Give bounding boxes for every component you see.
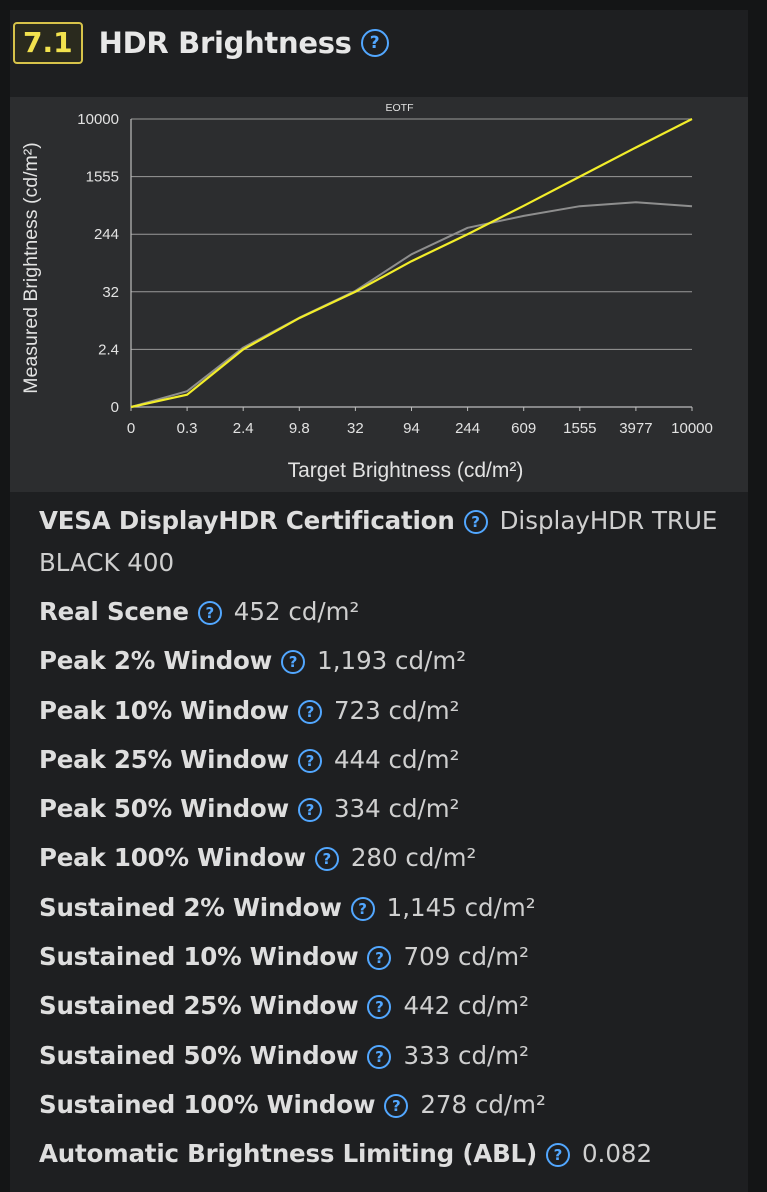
x-tick-label: 94	[403, 420, 420, 437]
spec-value: 1,145 cd/m²	[386, 892, 536, 922]
y-tick-label: 10000	[77, 111, 119, 128]
spec-row: Sustained 10% Window? 709 cd/m²	[39, 936, 729, 978]
section-number-badge: 7.1	[13, 22, 83, 64]
spec-row: Peak 2% Window? 1,193 cd/m²	[39, 640, 729, 682]
help-question-icon[interactable]: ?	[367, 1044, 392, 1069]
spec-row: VESA DisplayHDR Certification? DisplayHDR…	[39, 500, 729, 584]
section-title: HDR Brightness	[98, 26, 352, 60]
help-question-icon[interactable]: ?	[384, 1093, 409, 1118]
help-question-icon[interactable]: ?	[297, 748, 322, 773]
spec-label: Peak 2% Window	[39, 646, 273, 676]
x-tick-label: 9.8	[289, 420, 310, 437]
help-question-icon[interactable]: ?	[197, 601, 222, 625]
spec-label: VESA DisplayHDR Certification	[39, 506, 455, 535]
spec-value: 723 cd/m²	[333, 695, 460, 725]
help-question-icon[interactable]: ?	[367, 946, 392, 971]
y-tick-label: 32	[102, 284, 119, 301]
chart-title: EOTF	[386, 102, 414, 114]
spec-label: Peak 100% Window	[39, 843, 306, 873]
x-axis-label: Target Brightness (cd/m²)	[288, 459, 524, 482]
spec-value: 452 cd/m²	[233, 597, 360, 626]
spec-row: Peak 10% Window? 723 cd/m²	[39, 690, 729, 732]
help-question-icon[interactable]: ?	[281, 650, 306, 675]
spec-value: 442 cd/m²	[403, 991, 529, 1021]
spec-row: Automatic Brightness Limiting (ABL)? 0.08…	[39, 1133, 729, 1175]
help-question-icon[interactable]: ?	[297, 798, 322, 823]
section-header: 7.1 HDR Brightness ?	[13, 22, 389, 64]
x-tick-label: 2.4	[233, 420, 254, 437]
help-question-icon[interactable]: ?	[314, 847, 339, 872]
spec-row: Sustained 25% Window? 442 cd/m²	[39, 985, 729, 1027]
help-question-icon[interactable]: ?	[297, 699, 322, 724]
help-question-icon[interactable]: ?	[350, 896, 375, 921]
target-series-line	[130, 118, 693, 409]
x-tick-label: 609	[511, 420, 536, 437]
x-tick-label: 32	[347, 420, 364, 437]
spec-value: 1,193 cd/m²	[317, 646, 467, 676]
spec-label: Peak 50% Window	[39, 794, 289, 824]
spec-value: 333 cd/m²	[403, 1040, 529, 1070]
help-question-icon[interactable]: ?	[360, 29, 389, 57]
spec-label: Peak 10% Window	[39, 695, 289, 725]
y-tick-label: 2.4	[98, 341, 119, 358]
spec-row: Real Scene? 452 cd/m²	[39, 591, 729, 633]
x-tick-label: 1555	[563, 420, 596, 437]
help-question-icon[interactable]: ?	[367, 995, 392, 1020]
spec-list: VESA DisplayHDR Certification? DisplayHDR…	[39, 500, 729, 1183]
spec-label: Peak 25% Window	[39, 744, 289, 774]
help-question-icon[interactable]: ?	[545, 1143, 570, 1168]
spec-value: 709 cd/m²	[403, 942, 529, 972]
spec-label: Sustained 10% Window	[39, 942, 359, 972]
spec-row: Peak 100% Window? 280 cd/m²	[39, 837, 729, 879]
spec-label: Sustained 2% Window	[39, 892, 342, 922]
spec-row: Peak 25% Window? 444 cd/m²	[39, 739, 729, 781]
spec-value: 0.082	[581, 1139, 653, 1169]
x-tick-label: 0	[127, 420, 135, 437]
eotf-chart: 0 2.4 32 244 1555 10000 0 0.3 2.4 9.8 32 94 244 609 15…	[10, 97, 748, 492]
spec-label: Real Scene	[39, 597, 189, 626]
x-tick-label: 0.3	[177, 420, 198, 437]
y-tick-label: 244	[94, 226, 119, 243]
spec-row: Sustained 2% Window? 1,145 cd/m²	[39, 887, 729, 929]
measured-series-line	[130, 201, 693, 408]
spec-value: 334 cd/m²	[333, 794, 460, 824]
spec-row: Sustained 50% Window? 333 cd/m²	[39, 1035, 729, 1077]
eotf-chart-svg: 0 2.4 32 244 1555 10000 0 0.3 2.4 9.8 32 94 244 609 15…	[20, 102, 713, 482]
spec-row: Sustained 100% Window? 278 cd/m²	[39, 1084, 729, 1126]
y-tick-label: 0	[111, 399, 119, 416]
spec-value: 280 cd/m²	[350, 843, 477, 873]
x-tick-label: 3977	[619, 420, 652, 437]
spec-label: Sustained 50% Window	[39, 1040, 359, 1070]
help-question-icon[interactable]: ?	[463, 510, 488, 534]
spec-value: DisplayHDR TRUE BLACK 400	[39, 506, 718, 577]
spec-label: Automatic Brightness Limiting (ABL)	[39, 1139, 537, 1169]
y-axis-label: Measured Brightness (cd/m²)	[20, 142, 42, 393]
spec-value: 278 cd/m²	[420, 1089, 546, 1119]
spec-value: 444 cd/m²	[333, 744, 460, 774]
spec-row: Peak 50% Window? 334 cd/m²	[39, 788, 729, 830]
spec-label: Sustained 100% Window	[39, 1089, 376, 1119]
x-tick-label: 244	[455, 420, 480, 437]
x-tick-label: 10000	[671, 420, 713, 437]
y-tick-label: 1555	[86, 169, 119, 186]
spec-label: Sustained 25% Window	[39, 991, 359, 1021]
